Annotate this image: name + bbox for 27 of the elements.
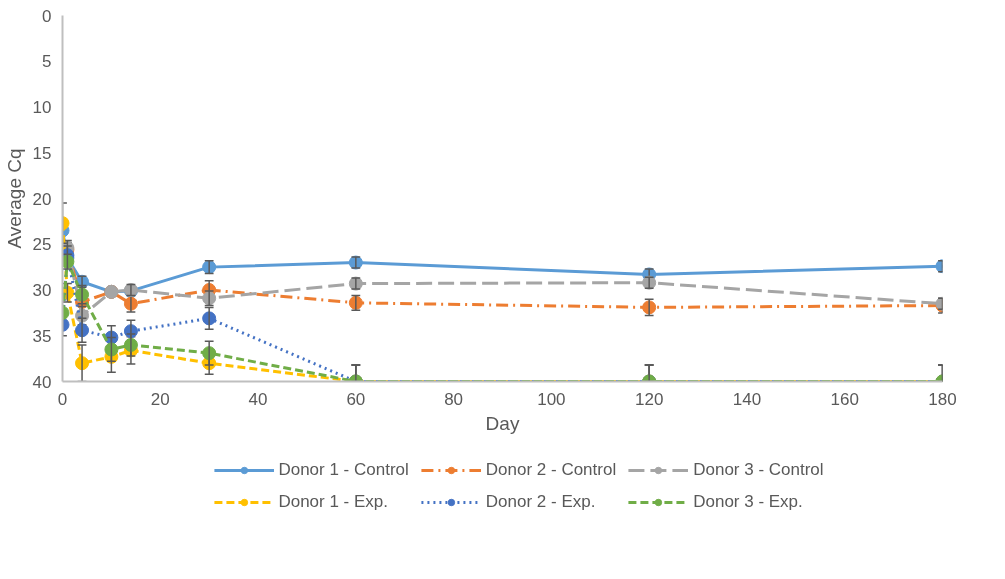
x-tick-label: 100 bbox=[537, 389, 566, 409]
y-tick-label: 0 bbox=[42, 6, 52, 26]
x-tick-label: 0 bbox=[57, 389, 68, 409]
x-axis-title: Day bbox=[485, 412, 520, 434]
x-tick-label: 20 bbox=[150, 389, 170, 409]
y-tick-label: 5 bbox=[42, 52, 52, 72]
x-tick-label: 80 bbox=[444, 389, 464, 409]
legend-label: Donor 3 - Control bbox=[693, 460, 824, 480]
x-tick-label: 160 bbox=[830, 389, 859, 409]
legend-label: Donor 1 - Control bbox=[278, 460, 409, 480]
x-tick-label: 60 bbox=[346, 389, 366, 409]
x-tick-label: 140 bbox=[732, 389, 762, 409]
y-tick-label: 30 bbox=[32, 281, 52, 300]
x-tick-label: 40 bbox=[248, 389, 268, 409]
legend-label: Donor 3 - Exp. bbox=[693, 492, 803, 512]
x-tick-label: 120 bbox=[634, 389, 664, 409]
legend-label: Donor 2 - Exp. bbox=[485, 492, 596, 512]
y-tick-label: 25 bbox=[32, 235, 52, 255]
legend-label: Donor 2 - Control bbox=[485, 460, 617, 480]
y-tick-label: 10 bbox=[32, 98, 52, 117]
y-tick-label: 20 bbox=[32, 189, 52, 209]
y-axis-title: Average Cq bbox=[3, 148, 25, 249]
y-tick-label: 35 bbox=[32, 326, 52, 346]
x-tick-label: 180 bbox=[928, 389, 957, 409]
y-tick-label: 40 bbox=[32, 372, 52, 392]
y-tick-label: 15 bbox=[32, 143, 52, 163]
legend-label: Donor 1 - Exp. bbox=[278, 492, 389, 512]
